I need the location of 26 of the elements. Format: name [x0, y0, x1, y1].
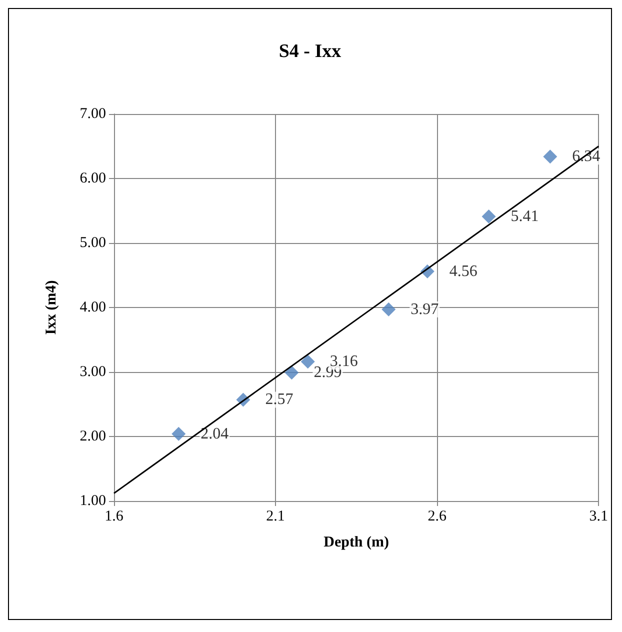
point [382, 302, 396, 316]
data-label: 4.56 [449, 262, 478, 280]
point [172, 426, 186, 441]
x-tick-label: 1.6 [104, 508, 124, 524]
data-label: 3.97 [410, 300, 439, 318]
x-tick-label: 3.1 [589, 508, 608, 524]
y-tick-label: 5.00 [80, 235, 106, 251]
point [543, 150, 558, 164]
data-label: 3.16 [330, 353, 358, 370]
x-axis-title: Depth (m) [324, 534, 390, 550]
point [300, 354, 315, 369]
y-tick-label: 4.00 [80, 300, 106, 316]
point [482, 210, 496, 224]
x-tick-label: 2.6 [428, 508, 447, 524]
y-tick-label: 7.00 [80, 106, 106, 122]
y-tick-label: 1.00 [80, 493, 106, 509]
data-label: 2.57 [265, 391, 294, 408]
data-label: 2.04 [200, 425, 229, 442]
y-tick-label: 6.00 [80, 170, 106, 186]
y-tick-label: 3.00 [80, 364, 106, 380]
x-tick-label: 2.1 [266, 508, 285, 524]
data-label: 5.41 [510, 208, 539, 226]
point [284, 366, 299, 380]
y-tick-label: 2.00 [80, 428, 106, 444]
chart-title: S4 - Ixx [278, 41, 342, 62]
y-axis-title: Ixx (m4) [44, 280, 60, 335]
